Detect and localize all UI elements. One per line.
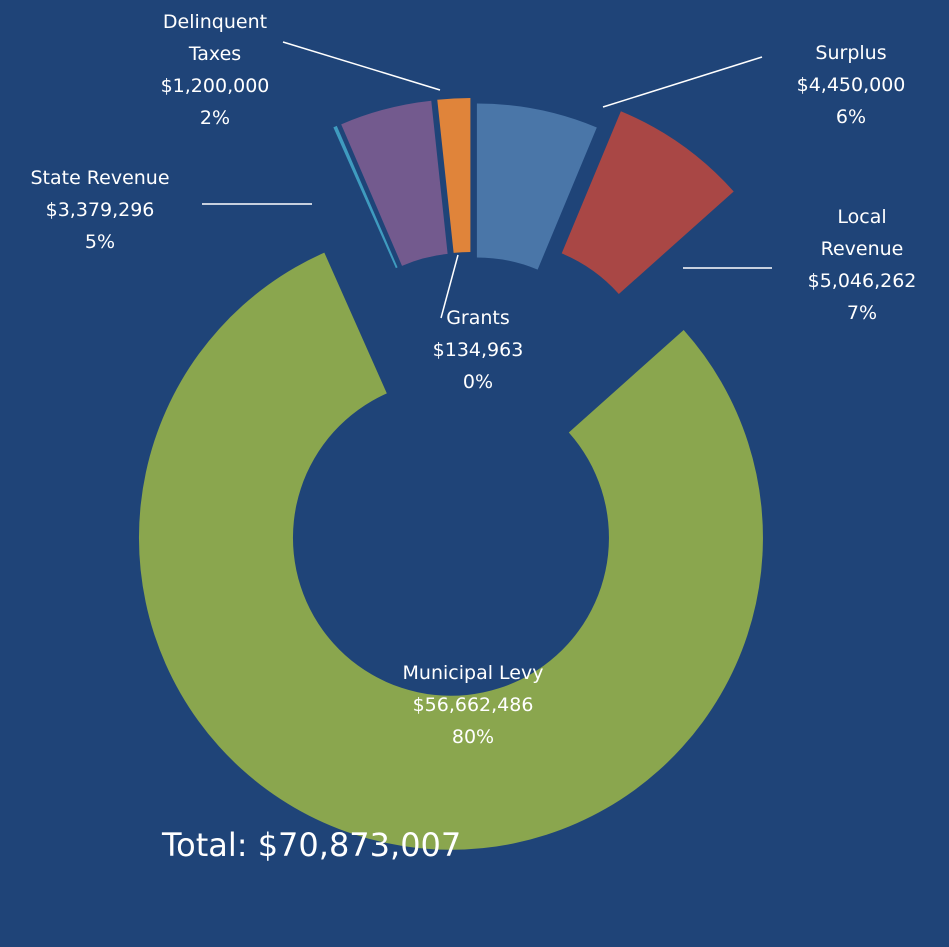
- slice: [341, 100, 448, 266]
- slice-label: Local Revenue $5,046,262 7%: [808, 201, 917, 329]
- value-label: $56,662,486: [412, 694, 534, 716]
- leader-line: [440, 254, 459, 319]
- slice: [437, 98, 471, 253]
- leader-line: [602, 56, 763, 108]
- slice-label: Delinquent Taxes $1,200,000 2%: [150, 6, 280, 134]
- slice-label: Municipal Levy $56,662,486 80%: [403, 657, 544, 753]
- percent-label: 5%: [84, 231, 116, 253]
- slice: [476, 103, 597, 270]
- slice: [561, 111, 734, 295]
- percent-label: 0%: [462, 371, 494, 393]
- slice-label: State Revenue $3,379,296 5%: [30, 162, 169, 258]
- percent-label: 6%: [835, 106, 867, 128]
- category-label: Delinquent Taxes: [162, 11, 268, 65]
- slice-label: Grants $134,963 0%: [433, 302, 524, 398]
- percent-label: 7%: [846, 302, 878, 324]
- value-label: $3,379,296: [45, 199, 155, 221]
- category-label: Municipal Levy: [402, 662, 544, 684]
- category-label: State Revenue: [30, 167, 170, 189]
- value-label: $5,046,262: [807, 270, 917, 292]
- category-label: Surplus: [815, 42, 887, 64]
- slice-label: Surplus $4,450,000 6%: [797, 37, 906, 133]
- total-label: Total: $70,873,007: [162, 826, 462, 864]
- category-label: Grants: [446, 307, 510, 329]
- value-label: $4,450,000: [796, 74, 906, 96]
- category-label: Local Revenue: [820, 206, 904, 260]
- slice: [138, 252, 763, 850]
- slice: [333, 125, 398, 269]
- value-label: $1,200,000: [160, 75, 270, 97]
- leader-line: [282, 41, 441, 91]
- percent-label: 2%: [199, 107, 231, 129]
- percent-label: 80%: [451, 726, 495, 748]
- value-label: $134,963: [432, 339, 524, 361]
